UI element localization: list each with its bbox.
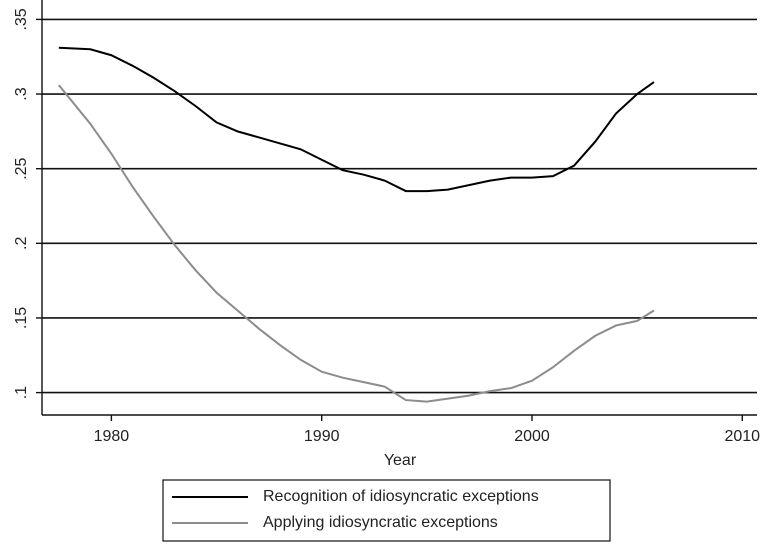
legend-box	[162, 479, 611, 542]
y-tick-label: .15	[13, 307, 30, 329]
y-tick-label: .1	[13, 386, 30, 399]
y-tick-label: .3	[13, 87, 30, 100]
y-tick-label: .25	[13, 157, 30, 179]
x-tick-label: 1980	[94, 428, 130, 445]
x-tick-label: 2000	[514, 428, 550, 445]
legend-label: Applying idiosyncratic exceptions	[263, 514, 498, 531]
x-tick-label: 1990	[304, 428, 340, 445]
y-tick-label: .2	[13, 237, 30, 250]
y-tick-label: .35	[13, 8, 30, 30]
x-tick-label: 2010	[724, 428, 760, 445]
line-series	[58, 84, 655, 403]
line-series	[58, 46, 655, 193]
legend-label: Recognition of idiosyncratic exceptions	[263, 488, 539, 505]
x-axis-label: Year	[384, 452, 417, 469]
